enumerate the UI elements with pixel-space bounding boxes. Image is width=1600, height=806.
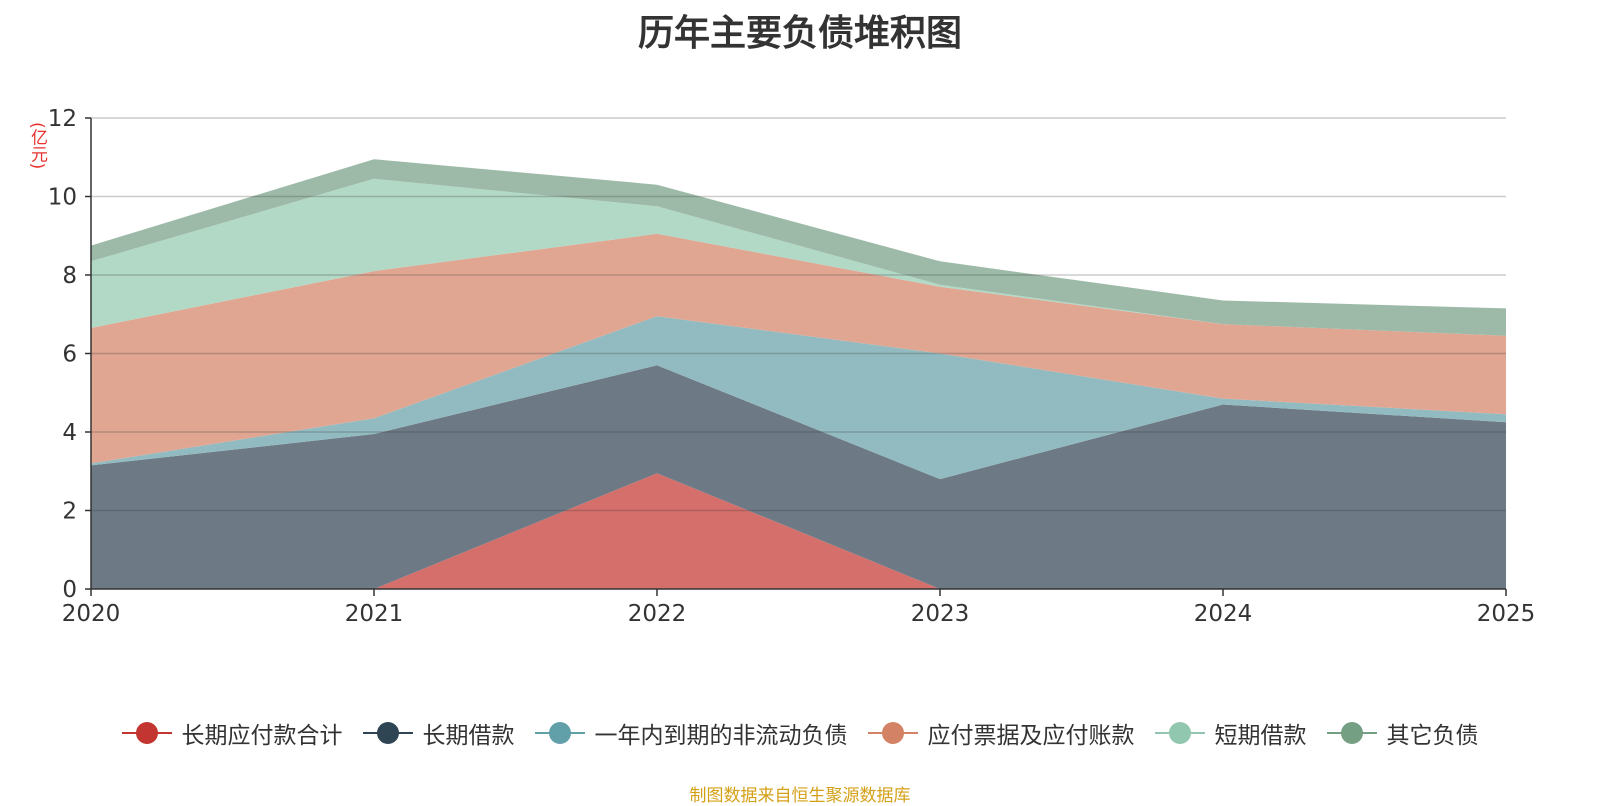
legend-marker-icon [1154, 720, 1205, 746]
legend-label: 其它负债 [1386, 723, 1479, 749]
x-tick-label: 2023 [911, 601, 970, 627]
legend-item-3[interactable]: 一年内到期的非流动负债 [534, 716, 848, 750]
data-source-note: 制图数据来自恒生聚源数据库 [689, 786, 911, 806]
y-tick-label: 6 [62, 342, 77, 368]
x-tick-label: 2024 [1194, 601, 1253, 627]
area-series-3 [91, 316, 1506, 480]
legend-item-6[interactable]: 其它负债 [1326, 716, 1479, 750]
chart-legend: 长期应付款合计 长期借款 一年内到期的非流动负债 应付票据及应付账款 短期借款 其它负债 [0, 716, 1600, 750]
x-tick-label: 2025 [1477, 601, 1536, 627]
area-series-2 [91, 365, 1506, 589]
x-tick-label: 2020 [62, 601, 121, 627]
area-series-5 [91, 178, 1506, 336]
legend-marker-icon [1326, 720, 1377, 746]
y-tick-label: 12 [48, 106, 77, 132]
y-tick-label: 4 [62, 420, 77, 446]
area-series-6 [91, 159, 1506, 336]
area-series-1 [91, 473, 1506, 589]
area-series-4 [91, 233, 1506, 464]
legend-label: 应付票据及应付账款 [927, 723, 1135, 749]
legend-item-1[interactable]: 长期应付款合计 [121, 716, 343, 750]
y-tick-label: 10 [48, 185, 77, 211]
legend-marker-icon [534, 720, 585, 746]
legend-marker-icon [362, 720, 413, 746]
legend-label: 长期应付款合计 [181, 723, 343, 749]
legend-marker-icon [121, 720, 172, 746]
y-tick-label: 0 [62, 577, 77, 603]
legend-label: 长期借款 [422, 723, 515, 749]
legend-item-4[interactable]: 应付票据及应付账款 [867, 716, 1135, 750]
chart-title: 历年主要负债堆积图 [637, 13, 962, 54]
y-tick-label: 2 [62, 499, 77, 525]
x-tick-label: 2021 [345, 601, 404, 627]
legend-item-5[interactable]: 短期借款 [1154, 716, 1307, 750]
legend-label: 一年内到期的非流动负债 [594, 723, 848, 749]
legend-marker-icon [867, 720, 918, 746]
legend-label: 短期借款 [1214, 723, 1307, 749]
y-axis-unit-label: (亿元) [27, 122, 47, 170]
legend-item-2[interactable]: 长期借款 [362, 716, 515, 750]
x-tick-label: 2022 [628, 601, 687, 627]
y-tick-label: 8 [62, 263, 77, 289]
